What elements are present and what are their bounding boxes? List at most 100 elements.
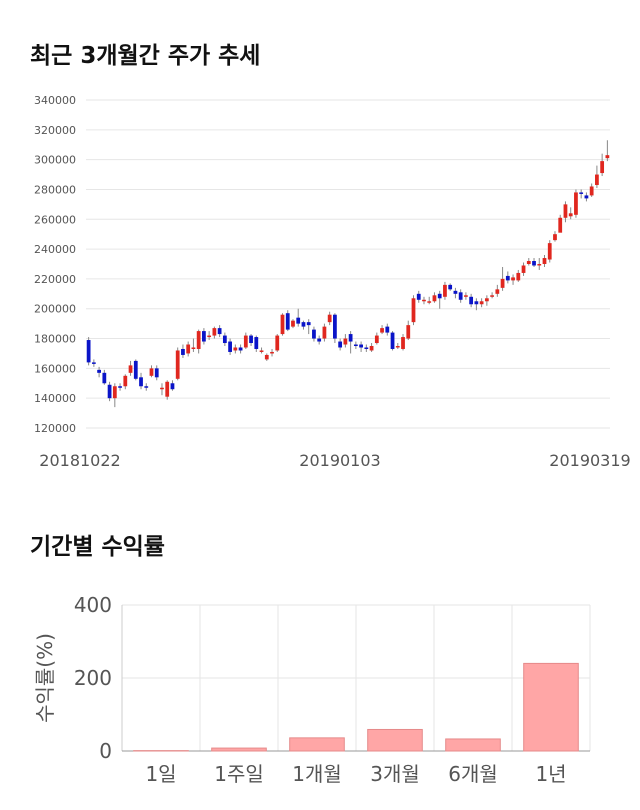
candle-down bbox=[312, 329, 316, 339]
candle-up bbox=[264, 354, 269, 360]
returns-title: 기간별 수익률 bbox=[30, 534, 165, 560]
candle-down bbox=[306, 322, 311, 326]
candle-up bbox=[327, 314, 332, 323]
candle-up bbox=[537, 264, 542, 266]
candle-up bbox=[500, 278, 505, 288]
candle-up bbox=[495, 289, 500, 294]
candle-down bbox=[107, 384, 112, 399]
y-tick-label: 160000 bbox=[34, 362, 76, 375]
candle-down bbox=[181, 348, 185, 355]
candle-up bbox=[280, 314, 285, 335]
candle-down bbox=[296, 317, 301, 324]
return-bar bbox=[211, 747, 267, 752]
y-tick-label: 180000 bbox=[34, 333, 76, 346]
candle-up bbox=[558, 217, 563, 233]
candle-up bbox=[427, 301, 432, 303]
candle-down bbox=[102, 372, 107, 384]
stock-trend-title: 최근 3개월간 주가 추세 bbox=[30, 43, 261, 69]
y-tick-label: 200 bbox=[74, 666, 112, 690]
y-tick-label: 280000 bbox=[34, 183, 76, 196]
candle-up bbox=[380, 328, 384, 333]
candle-down bbox=[458, 292, 463, 300]
candle-up bbox=[343, 338, 348, 345]
candle-up bbox=[165, 381, 170, 397]
x-tick-label: 20190103 bbox=[299, 451, 380, 470]
candle-down bbox=[453, 290, 458, 294]
y-tick-label: 320000 bbox=[34, 124, 76, 137]
y-tick-label: 200000 bbox=[34, 303, 76, 316]
candle-down bbox=[579, 192, 584, 194]
x-category-label: 1일 bbox=[145, 762, 176, 786]
candle-up bbox=[275, 335, 280, 351]
candle-up bbox=[322, 326, 327, 339]
candle-up bbox=[432, 295, 437, 302]
candle-up bbox=[270, 351, 274, 354]
candle-down bbox=[228, 341, 232, 352]
candle-down bbox=[333, 314, 337, 339]
x-category-label: 6개월 bbox=[448, 762, 498, 786]
candle-up bbox=[479, 301, 484, 305]
x-category-label: 3개월 bbox=[370, 762, 420, 786]
candle-down bbox=[238, 347, 243, 351]
candle-down bbox=[359, 344, 363, 348]
candle-up bbox=[196, 331, 201, 349]
y-tick-label: 240000 bbox=[34, 243, 76, 256]
returns-bar-chart: 0 200 400 1일 1주일 1개월 3개월 6개월 1년 수익률(%) bbox=[33, 593, 591, 786]
candle-up bbox=[484, 298, 489, 302]
candle-up bbox=[526, 261, 531, 264]
candle-down bbox=[144, 386, 149, 388]
candle-down bbox=[170, 383, 175, 390]
candle-up bbox=[406, 325, 411, 339]
candle-up bbox=[443, 284, 447, 297]
candle-down bbox=[139, 377, 143, 387]
x-category-label: 1개월 bbox=[292, 762, 342, 786]
candle-down bbox=[348, 334, 353, 342]
candle-down bbox=[202, 331, 206, 342]
candle-up bbox=[411, 298, 416, 323]
candlestick-chart: 120000 140000 160000 180000 200000 220000 2400… bbox=[34, 94, 631, 470]
y-tick-label: 120000 bbox=[34, 422, 76, 435]
candle-up bbox=[112, 386, 117, 399]
return-bar bbox=[289, 737, 345, 752]
y-tick-label: 300000 bbox=[34, 154, 76, 167]
x-tick-label: 20181022 bbox=[39, 451, 120, 470]
return-bar bbox=[523, 662, 579, 752]
candle-down bbox=[222, 335, 227, 344]
candle-up bbox=[395, 346, 400, 348]
candle-down bbox=[505, 275, 510, 281]
candle-up bbox=[175, 350, 180, 379]
candle-up bbox=[605, 155, 610, 159]
candle-up bbox=[128, 365, 133, 373]
candle-down bbox=[364, 347, 369, 349]
candle-up bbox=[123, 375, 128, 387]
candle-up bbox=[422, 299, 426, 302]
candle-up bbox=[259, 350, 264, 352]
candle-up bbox=[464, 295, 468, 297]
candle-down bbox=[448, 284, 453, 290]
candle-down bbox=[133, 360, 138, 379]
candle-down bbox=[437, 293, 442, 299]
candle-up bbox=[542, 258, 547, 264]
candle-up bbox=[369, 346, 374, 351]
candle-down bbox=[249, 335, 253, 344]
candle-up bbox=[186, 344, 191, 354]
candle-down bbox=[353, 344, 358, 347]
candle-down bbox=[217, 328, 222, 335]
candle-up bbox=[212, 328, 217, 336]
candle-up bbox=[149, 368, 154, 376]
candle-down bbox=[254, 337, 259, 349]
candle-up bbox=[595, 174, 599, 185]
candle-up bbox=[207, 335, 212, 338]
candle-up bbox=[490, 295, 494, 297]
x-category-label: 1주일 bbox=[214, 762, 264, 786]
candle-up bbox=[243, 335, 248, 348]
y-tick-label: 400 bbox=[74, 593, 112, 617]
y-tick-label: 340000 bbox=[34, 94, 76, 107]
candle-down bbox=[285, 313, 290, 330]
candle-down bbox=[469, 296, 474, 305]
candle-down bbox=[97, 369, 101, 373]
candle-up bbox=[516, 272, 521, 281]
candle-up bbox=[401, 337, 405, 349]
candle-up bbox=[563, 204, 568, 218]
candle-up bbox=[589, 186, 594, 196]
